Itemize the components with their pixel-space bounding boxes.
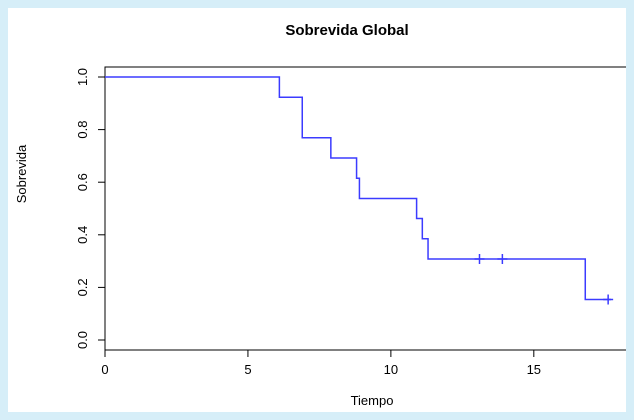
x-tick-label: 10	[384, 362, 398, 377]
y-tick-label: 1.0	[75, 68, 90, 86]
plot-border	[104, 66, 626, 351]
y-tick-label: 0.4	[75, 226, 90, 244]
censor-mark	[497, 253, 508, 264]
y-tick-label: 0.6	[75, 173, 90, 191]
censor-mark	[603, 294, 614, 305]
censor-mark	[474, 253, 485, 264]
y-tick-label: 0.8	[75, 121, 90, 139]
chart-panel: Sobrevida Global Tiempo Sobrevida 0 5 10 15…	[8, 8, 626, 412]
survival-step-line	[105, 76, 611, 301]
x-tick-label: 15	[527, 362, 541, 377]
chart-title: Sobrevida Global	[285, 22, 408, 39]
y-tick-label: 0.2	[75, 278, 90, 296]
x-axis-title: Tiempo	[351, 393, 394, 408]
x-tick-label: 0	[101, 362, 108, 377]
survival-curve-layer	[105, 76, 614, 305]
y-axis-title: Sobrevida	[14, 144, 29, 203]
y-tick-label: 0.0	[75, 331, 90, 349]
x-tick-label: 5	[244, 362, 251, 377]
survival-chart: Sobrevida Global Tiempo Sobrevida 0 5 10 15…	[14, 22, 626, 408]
axes: 0 5 10 15 0.0 0.2 0.4 0.6 0.8 1.0	[75, 66, 626, 377]
